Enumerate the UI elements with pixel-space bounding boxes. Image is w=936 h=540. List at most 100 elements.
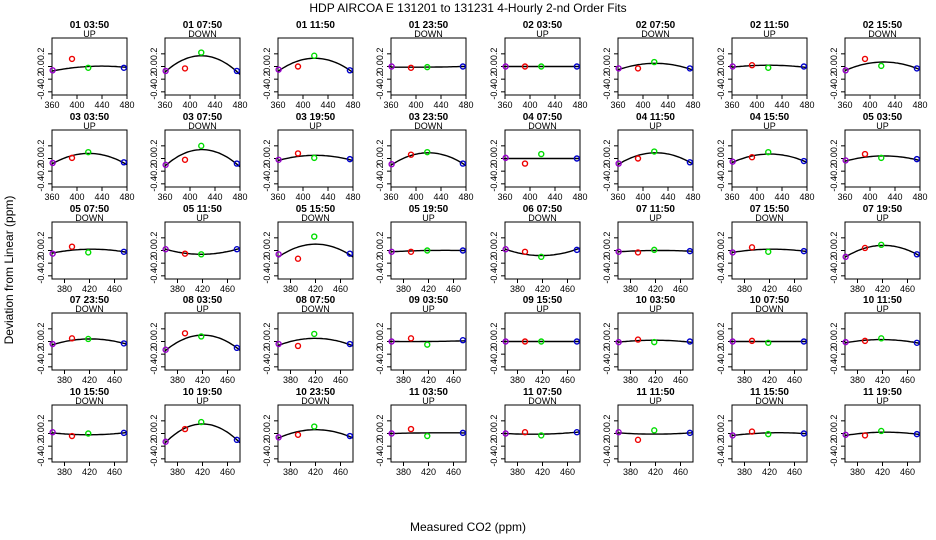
y-tick-label: 0.0: [36, 427, 46, 440]
fit-curve: [844, 338, 921, 344]
y-tick-label: -0.4: [375, 84, 385, 100]
x-tick-label: 420: [421, 375, 436, 385]
y-axis-label: Deviation from Linear (ppm): [2, 196, 16, 345]
data-point-mid-low: [294, 255, 302, 262]
y-tick-label: -0.2: [716, 71, 726, 87]
y-tick-label: -0.4: [829, 84, 839, 100]
data-point-mid-low: [748, 337, 756, 345]
data-point-high: [120, 159, 128, 166]
data-point-low: [388, 63, 395, 70]
y-tick-label: 0.2: [375, 415, 385, 428]
data-point-mid-low: [68, 432, 76, 440]
data-point-low: [615, 338, 622, 346]
data-point-low: [49, 429, 56, 436]
y-tick-label: -0.4: [36, 359, 46, 375]
x-tick-label: 380: [283, 284, 298, 294]
fit-curve: [164, 334, 241, 352]
y-tick-label: 0.0: [262, 152, 272, 165]
x-tick-label: 460: [787, 284, 802, 294]
x-tick-label: 380: [737, 467, 752, 477]
y-tick-label: -0.4: [489, 84, 499, 100]
panel-direction: UP: [536, 29, 549, 39]
y-tick-label: -0.2: [489, 346, 499, 362]
y-tick-label: 0.0: [716, 427, 726, 440]
y-tick-label: -0.4: [36, 176, 46, 192]
y-tick-label: -0.4: [829, 451, 839, 467]
panel-title: 10 07:50: [750, 295, 790, 306]
y-tick-label: -0.4: [375, 176, 385, 192]
y-tick-label: 0.2: [262, 415, 272, 428]
x-tick-label: 380: [396, 467, 411, 477]
panel-direction: DOWN: [641, 29, 670, 39]
panel-title: 11 11:50: [636, 387, 675, 398]
panel-title: 05 19:50: [409, 204, 449, 215]
y-tick-label: 0.0: [149, 427, 159, 440]
y-tick-label: 0.0: [262, 335, 272, 348]
y-tick-label: -0.2: [375, 163, 385, 179]
data-point-mid-high: [85, 148, 92, 156]
x-tick-label: 420: [195, 467, 210, 477]
data-point-mid-low: [294, 150, 302, 157]
x-tick-label: 460: [787, 375, 802, 385]
data-point-mid-low: [521, 429, 529, 436]
y-tick-label: 0.2: [829, 415, 839, 428]
data-point-mid-low: [294, 342, 302, 350]
y-tick-label: -0.4: [716, 451, 726, 467]
x-tick-label: 460: [220, 375, 235, 385]
y-tick-label: 0.2: [262, 232, 272, 245]
y-tick-label: 0.0: [489, 60, 499, 73]
x-tick-label: 460: [446, 467, 461, 477]
data-point-high: [573, 155, 581, 162]
x-tick-label: 440: [547, 192, 562, 202]
y-tick-label: -0.4: [36, 451, 46, 467]
y-tick-label: 0.0: [716, 152, 726, 165]
x-tick-label: 360: [497, 192, 512, 202]
y-tick-label: -0.4: [829, 359, 839, 375]
fit-curve: [617, 152, 694, 166]
data-point-high: [913, 339, 921, 346]
x-tick-label: 460: [107, 467, 122, 477]
data-point-mid-low: [68, 55, 76, 63]
fit-curve: [504, 431, 581, 435]
panel-direction: UP: [876, 304, 889, 314]
panel-direction: DOWN: [528, 121, 557, 131]
panel-frame: [164, 37, 241, 96]
y-tick-label: 0.2: [716, 415, 726, 428]
data-point-high: [120, 248, 128, 255]
y-tick-label: -0.4: [489, 268, 499, 284]
data-point-mid-high: [311, 52, 318, 59]
y-tick-label: -0.2: [716, 255, 726, 271]
data-point-high: [120, 64, 128, 71]
y-tick-label: -0.4: [602, 84, 612, 100]
data-point-mid-low: [861, 337, 869, 345]
data-point-mid-high: [424, 432, 431, 440]
data-point-high: [800, 247, 808, 255]
x-tick-label: 380: [623, 284, 638, 294]
data-point-high: [800, 157, 808, 165]
data-point-mid-low: [861, 150, 869, 158]
data-point-high: [800, 338, 808, 345]
data-point-mid-low: [634, 336, 642, 343]
y-tick-label: 0.0: [375, 427, 385, 440]
y-tick-label: -0.2: [602, 255, 612, 271]
y-tick-label: -0.2: [36, 255, 46, 271]
y-tick-label: 0.2: [829, 48, 839, 61]
panel-title: 10 15:50: [70, 387, 110, 398]
data-point-low: [615, 248, 622, 255]
x-tick-label: 460: [446, 284, 461, 294]
y-tick-label: 0.0: [262, 244, 272, 257]
fit-curve: [391, 340, 466, 343]
y-tick-label: -0.4: [262, 268, 272, 284]
y-tick-label: -0.4: [36, 84, 46, 100]
y-tick-label: -0.2: [829, 71, 839, 87]
y-tick-label: -0.4: [602, 268, 612, 284]
